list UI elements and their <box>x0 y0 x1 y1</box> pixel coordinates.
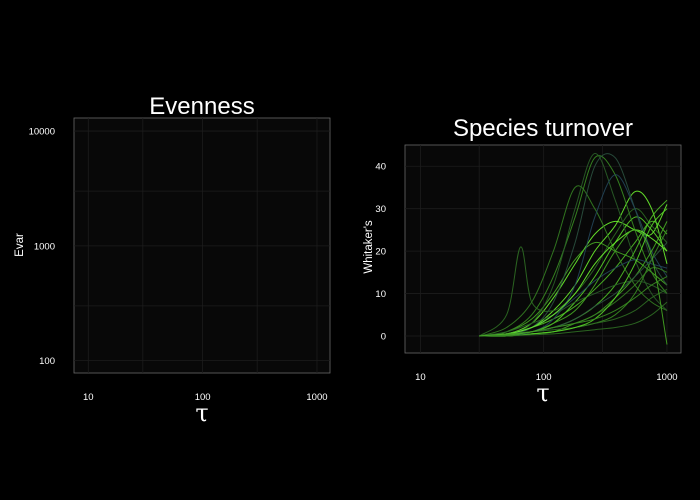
turnover-series <box>478 153 668 345</box>
turnover-title: Species turnover <box>453 115 633 142</box>
evenness-y-axis-label: Evar <box>14 233 26 257</box>
x-tick-label: 100 <box>536 372 552 383</box>
x-tick-label: 1000 <box>306 392 327 403</box>
evenness-panel: 10 100 1000 100 1000 10000 Evenness Evar τ <box>14 93 331 427</box>
series-line-24 <box>479 229 668 345</box>
turnover-plot-area <box>404 144 682 354</box>
series-line-6 <box>479 155 668 337</box>
y-tick-label: 40 <box>375 162 386 173</box>
x-tick-label: 100 <box>195 392 211 403</box>
y-tick-label: 0 <box>381 332 386 343</box>
y-tick-label: 10000 <box>29 127 55 138</box>
series-line-21 <box>479 229 668 337</box>
x-tick-label: 1000 <box>656 372 677 383</box>
turnover-x-axis-label: τ <box>536 379 549 407</box>
turnover-ticks: 10 100 1000 0 10 20 30 40 <box>375 162 677 383</box>
evenness-ticks: 10 100 1000 100 1000 10000 <box>29 127 328 403</box>
x-tick-label: 10 <box>83 392 94 403</box>
y-tick-label: 1000 <box>34 241 55 252</box>
series-line-5 <box>479 241 668 337</box>
series-line-23 <box>479 301 668 337</box>
turnover-panel: 10 100 1000 0 10 20 30 40 Species turnover Whit… <box>363 115 682 407</box>
y-tick-label: 100 <box>39 356 55 367</box>
y-tick-label: 20 <box>375 247 386 258</box>
evenness-title: Evenness <box>149 93 254 120</box>
x-tick-label: 10 <box>415 372 426 383</box>
series-line-7 <box>479 185 668 337</box>
y-tick-label: 30 <box>375 204 386 215</box>
series-line-17 <box>479 280 668 337</box>
evenness-x-axis-label: τ <box>195 399 208 427</box>
turnover-y-axis-label: Whitaker's <box>363 220 375 274</box>
evenness-grid <box>74 118 330 373</box>
y-tick-label: 10 <box>375 289 386 300</box>
series-line-11 <box>479 174 668 337</box>
